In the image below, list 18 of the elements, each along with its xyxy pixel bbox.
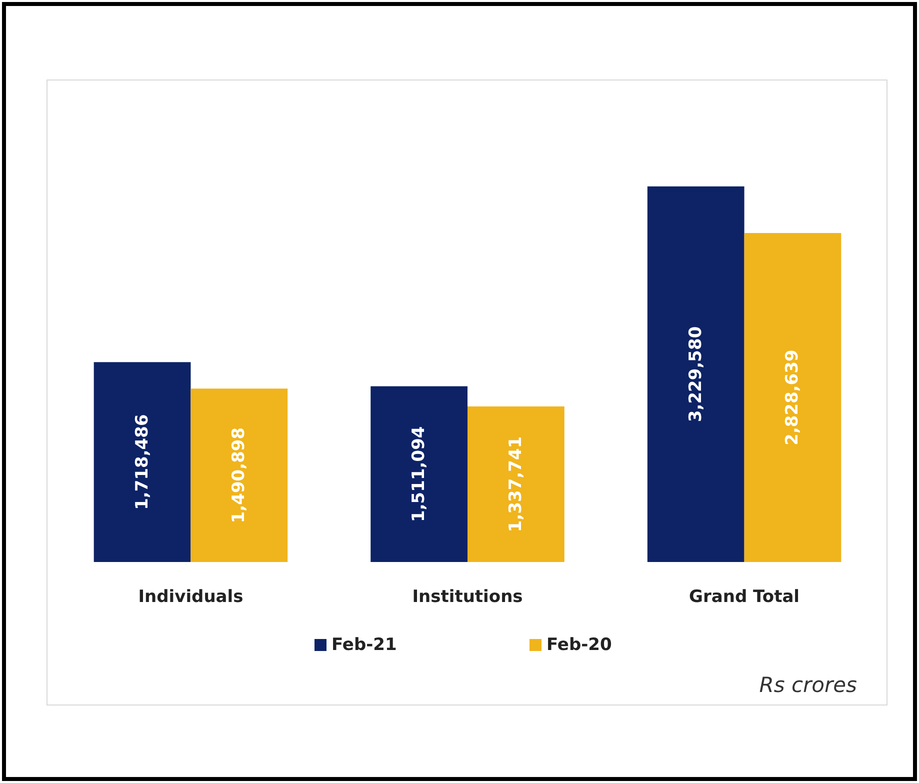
legend-label: Feb-20 [546, 635, 612, 655]
bar [370, 386, 468, 562]
text: Rs crores [759, 673, 858, 697]
x-tick-label: Institutions [412, 587, 523, 607]
x-tick-label: Individuals [138, 587, 244, 607]
data-label: 3,229,580 [686, 326, 706, 422]
bar [190, 388, 288, 562]
data-label: 1,490,898 [229, 427, 250, 524]
x-tick-label: Grand Total [689, 587, 800, 607]
legend-label: Feb-21 [332, 635, 397, 655]
bar [744, 233, 842, 562]
data-label: 1,511,094 [409, 426, 430, 522]
bar [468, 406, 564, 562]
data-label: 2,828,639 [782, 350, 803, 446]
bar [94, 362, 191, 562]
data-label: 1,718,486 [132, 414, 152, 510]
bar [647, 186, 744, 562]
data-label: 1,337,741 [506, 436, 526, 532]
